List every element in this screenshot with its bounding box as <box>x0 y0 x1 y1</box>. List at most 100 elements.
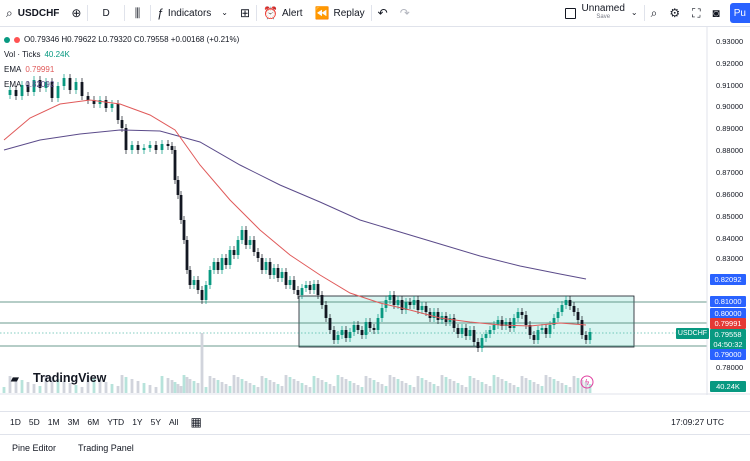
price-axis[interactable]: 0.93000 0.92000 0.91000 0.90000 0.89000 0.880… <box>716 37 743 372</box>
alert-button[interactable]: ⏰ Alert <box>257 0 309 26</box>
symbol-search[interactable]: ⌕ USDCHF <box>0 0 65 26</box>
search-icon: ⌕ <box>6 6 13 20</box>
ohlc-row[interactable]: O0.79346 H0.79622 L0.79320 C0.79558 +0.0… <box>4 32 239 47</box>
quick-search-button[interactable]: ⌕ <box>645 0 664 26</box>
candle-body <box>264 262 268 270</box>
candle-body <box>360 330 364 335</box>
svg-text:▰: ▰ <box>10 374 19 385</box>
ema-slow-legend-label: EMA <box>4 80 22 89</box>
volume-bar <box>136 381 140 393</box>
undo-button[interactable]: ↶ <box>372 0 394 26</box>
candle-body <box>296 290 300 295</box>
candle-body <box>364 322 368 335</box>
ema-fast-price-tag: 0.79991 <box>710 318 746 329</box>
publish-button[interactable]: Pu <box>729 3 750 23</box>
candle-body <box>44 82 48 88</box>
volume-bar <box>412 387 416 393</box>
volume-bar <box>420 378 424 393</box>
candle-body <box>170 146 174 150</box>
candle-body <box>26 85 30 92</box>
range-button-1y[interactable]: 1Y <box>132 417 143 427</box>
volume-bar <box>44 375 48 393</box>
settings-button[interactable]: ⚙ <box>663 0 686 26</box>
range-button-5d[interactable]: 5D <box>28 417 40 427</box>
layout-status: Save <box>596 14 611 20</box>
snapshot-button[interactable]: ◙ <box>707 0 726 26</box>
candle-body <box>8 90 12 95</box>
volume-bar <box>484 384 488 393</box>
candle-body <box>372 328 376 330</box>
candle-body <box>556 312 560 318</box>
volume-bar <box>524 378 528 393</box>
tradingview-logo[interactable]: ▰ TradingView <box>10 371 107 385</box>
ema-slow-legend-row[interactable]: EMA 0.82092 <box>4 77 239 92</box>
volume-bar <box>300 383 304 393</box>
candle-body <box>492 325 496 330</box>
candle-body <box>480 338 484 348</box>
volume-legend-label: Vol · Ticks <box>4 50 41 59</box>
volume-bar <box>476 380 480 393</box>
chart-type-button[interactable]: ⫼ <box>125 0 151 26</box>
calendar-icon[interactable]: ▦ <box>190 415 202 429</box>
quick-search-icon: ⌕ <box>650 6 658 20</box>
range-button-1d[interactable]: 1D <box>10 417 21 427</box>
level-mid-price-tag: 0.80000 <box>710 308 746 319</box>
volume-bar <box>268 380 272 393</box>
range-button-ytd[interactable]: YTD <box>107 417 125 427</box>
volume-legend-row[interactable]: Vol · Ticks 40.24K <box>4 47 239 62</box>
redo-icon: ↷ <box>399 6 410 20</box>
volume-bar <box>166 378 170 393</box>
fullscreen-button[interactable]: ⛶ <box>686 0 706 26</box>
volume-bar <box>560 383 564 393</box>
volume-bar <box>500 379 504 393</box>
volume-bar <box>284 375 288 393</box>
candle-body <box>196 280 200 290</box>
candle-body <box>204 285 208 300</box>
alert-label: Alert <box>282 7 303 19</box>
volume-bar <box>452 381 456 393</box>
candle-body <box>68 78 72 90</box>
ema-fast-legend-row[interactable]: EMA 0.79991 <box>4 62 239 77</box>
volume-bar <box>212 378 216 393</box>
candle-body <box>272 268 276 275</box>
pine-editor-tab[interactable]: Pine Editor <box>12 443 57 453</box>
range-button-5y[interactable]: 5Y <box>150 417 161 427</box>
interval-button[interactable]: D <box>88 0 123 26</box>
redo-button[interactable]: ↷ <box>394 0 416 26</box>
layouts-button[interactable]: ⊞ <box>234 0 256 26</box>
compare-button[interactable]: ⊕ <box>65 0 87 26</box>
volume-bar <box>564 385 568 393</box>
volume-bar <box>324 382 328 393</box>
lightning-icon[interactable] <box>580 375 594 389</box>
indicators-button[interactable]: ƒ Indicators ⌄ <box>151 0 234 26</box>
price-chart[interactable]: 0.93000 0.92000 0.91000 0.90000 0.89000 0.880… <box>0 27 750 395</box>
range-button-3m[interactable]: 3M <box>67 417 80 427</box>
range-button-1m[interactable]: 1M <box>47 417 60 427</box>
range-button-6m[interactable]: 6M <box>87 417 100 427</box>
trading-panel-tab[interactable]: Trading Panel <box>78 443 134 453</box>
volume-bar <box>182 375 186 393</box>
camera-icon: ◙ <box>712 6 720 20</box>
candle-body <box>260 258 264 270</box>
layout-save-button[interactable]: Unnamed Save ⌄ <box>559 0 644 26</box>
volume-bar <box>444 377 448 393</box>
candle-body <box>380 308 384 318</box>
candle-body <box>424 306 428 312</box>
utc-clock[interactable]: 17:09:27 UTC <box>671 417 724 427</box>
candle-body <box>228 250 232 265</box>
candle-body <box>516 312 520 318</box>
volume-bar <box>552 379 556 393</box>
candle-body <box>524 315 528 325</box>
chevron-down-icon: ⌄ <box>221 8 228 17</box>
last-price-tag: 0.79558 <box>710 329 746 340</box>
volume-bar <box>173 382 177 393</box>
replay-button[interactable]: ⏪ Replay <box>309 0 371 26</box>
volume-bar <box>516 387 520 393</box>
candle-body <box>476 342 480 348</box>
volume-bar <box>464 387 468 393</box>
candle-body <box>136 145 140 150</box>
range-button-all[interactable]: All <box>169 417 179 427</box>
candle-body <box>240 230 244 240</box>
volume-bar <box>380 384 384 393</box>
ohlc-values: O0.79346 H0.79622 L0.79320 C0.79558 +0.0… <box>24 35 240 44</box>
